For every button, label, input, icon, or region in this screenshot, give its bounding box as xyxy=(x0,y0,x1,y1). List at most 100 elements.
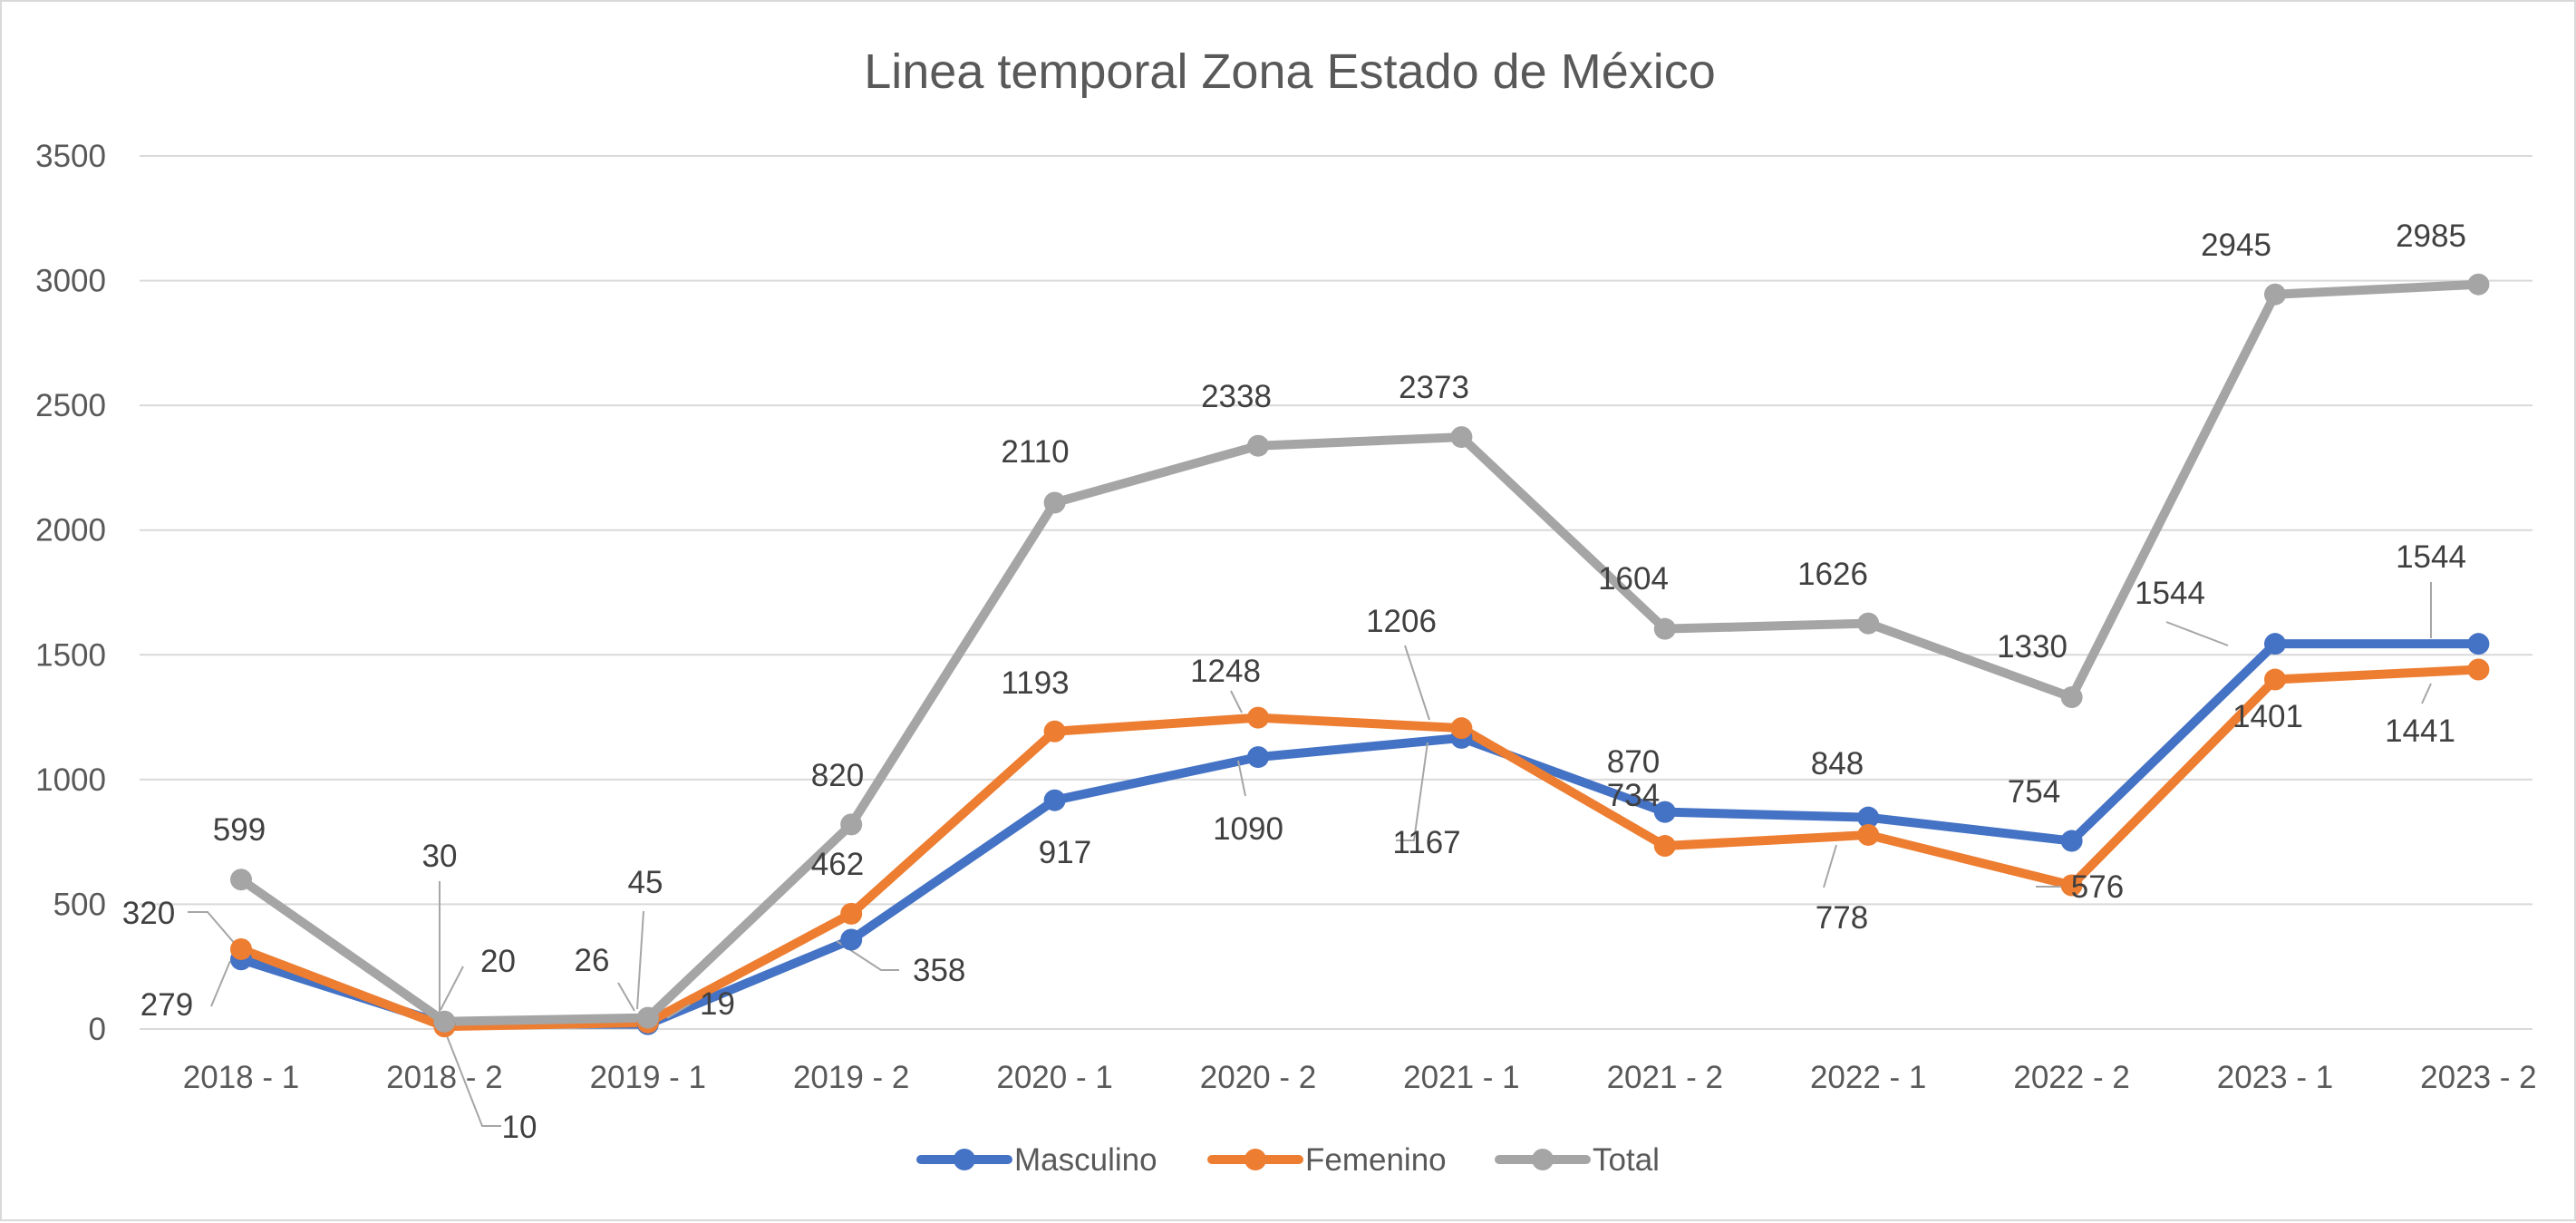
data-point-masculino xyxy=(1247,746,1269,769)
data-point-total xyxy=(1857,612,1880,635)
legend-item-masculino: Masculino xyxy=(916,1142,1157,1178)
x-tick-label: 2018 - 2 xyxy=(386,1060,502,1095)
x-tick-label: 2022 - 1 xyxy=(1810,1060,1926,1095)
label-leader-line xyxy=(617,982,635,1012)
data-label-masculino: 19 xyxy=(700,986,735,1022)
x-tick-label: 2023 - 1 xyxy=(2217,1060,2333,1095)
series-line-femenino xyxy=(237,665,2484,1032)
data-label-masculino: 279 xyxy=(140,987,193,1023)
legend-item-total: Total xyxy=(1495,1142,1660,1178)
legend-label: Total xyxy=(1593,1142,1660,1178)
data-label-total: 2985 xyxy=(2396,218,2466,254)
data-label-femenino: 320 xyxy=(122,896,175,931)
data-point-total xyxy=(2467,273,2490,296)
data-label-masculino: 917 xyxy=(1039,835,1091,870)
label-leader-line xyxy=(210,960,231,1007)
data-label-femenino: 1193 xyxy=(1001,665,1069,701)
data-point-masculino xyxy=(2264,633,2286,655)
x-tick-label: 2021 - 1 xyxy=(1403,1060,1519,1095)
data-label-femenino: 1441 xyxy=(2385,713,2455,749)
y-tick-label: 0 xyxy=(89,1012,106,1047)
data-label-femenino: 462 xyxy=(811,847,864,882)
x-tick-label: 2018 - 1 xyxy=(183,1060,299,1095)
y-tick-label: 1500 xyxy=(35,637,106,673)
data-point-total xyxy=(230,869,252,891)
label-leader-line xyxy=(2421,683,2432,704)
data-point-masculino xyxy=(2467,633,2490,655)
data-point-masculino xyxy=(1043,789,1066,811)
legend-label: Femenino xyxy=(1305,1142,1447,1178)
legend-marker xyxy=(954,1149,975,1170)
data-label-masculino: 1544 xyxy=(2135,576,2205,611)
label-leader-line xyxy=(2165,621,2229,646)
label-leader-line xyxy=(440,966,464,1011)
legend-marker xyxy=(1532,1149,1554,1170)
data-label-femenino: 1401 xyxy=(2232,699,2303,734)
data-point-masculino xyxy=(1653,801,1676,823)
y-axis-tick-labels: 0 500 1000 1500 2000 2500 3000 3500 xyxy=(35,139,106,1047)
data-point-femenino xyxy=(840,902,863,925)
data-label-total: 2110 xyxy=(1001,434,1069,470)
data-label-total: 1330 xyxy=(1997,629,2068,665)
data-label-total: 2945 xyxy=(2201,228,2271,263)
label-leader-lines xyxy=(188,582,2432,1127)
data-label-femenino: 1248 xyxy=(1190,654,1261,689)
data-label-masculino: 358 xyxy=(913,953,965,988)
data-point-total xyxy=(1653,617,1676,640)
chart-title: Linea temporal Zona Estado de México xyxy=(864,44,1716,99)
y-tick-label: 500 xyxy=(53,887,106,922)
data-point-femenino xyxy=(1653,835,1676,858)
data-point-femenino xyxy=(1857,823,1880,846)
x-tick-label: 2020 - 1 xyxy=(996,1060,1112,1095)
data-label-masculino: 1090 xyxy=(1213,811,1283,847)
data-label-masculino: 1544 xyxy=(2396,539,2466,575)
data-point-femenino xyxy=(230,937,252,960)
data-label-femenino: 26 xyxy=(575,943,610,978)
x-tick-label: 2020 - 2 xyxy=(1200,1060,1316,1095)
x-tick-label: 2023 - 2 xyxy=(2420,1060,2536,1095)
series-lines xyxy=(237,279,2484,1032)
data-point-total xyxy=(1450,426,1473,449)
y-tick-label: 1000 xyxy=(35,762,106,798)
data-point-total xyxy=(2060,686,2083,709)
data-point-total xyxy=(1247,434,1269,457)
data-point-masculino xyxy=(840,928,863,951)
x-tick-label: 2019 - 2 xyxy=(793,1060,909,1095)
data-label-femenino: 1206 xyxy=(1366,604,1437,639)
x-tick-label: 2021 - 2 xyxy=(1607,1060,1723,1095)
label-leader-line xyxy=(1823,844,1837,888)
data-labels: 279 20 19 358 917 1090 1167 870 848 754 1544 1544 32… xyxy=(122,218,2466,1145)
data-label-femenino: 10 xyxy=(502,1110,537,1145)
legend: Masculino Femenino Total xyxy=(916,1142,1660,1178)
legend-item-femenino: Femenino xyxy=(1207,1142,1447,1178)
data-point-femenino xyxy=(1450,717,1473,740)
label-leader-line xyxy=(1230,690,1243,713)
data-label-masculino: 1167 xyxy=(1392,825,1460,860)
data-label-femenino: 778 xyxy=(1816,900,1868,936)
series-line-total xyxy=(237,279,2484,1026)
data-label-total: 820 xyxy=(811,758,864,793)
data-label-total: 2338 xyxy=(1201,379,1272,414)
data-label-total: 1626 xyxy=(1797,557,1868,592)
data-label-masculino: 20 xyxy=(480,944,516,979)
data-point-total xyxy=(840,813,863,836)
label-leader-line xyxy=(188,911,237,946)
data-point-total xyxy=(1043,491,1066,514)
data-point-total xyxy=(433,1010,456,1033)
label-leader-line xyxy=(1404,645,1430,721)
data-point-total xyxy=(636,1006,659,1029)
data-point-masculino xyxy=(2060,830,2083,852)
x-tick-label: 2019 - 1 xyxy=(590,1060,706,1095)
label-leader-line xyxy=(636,910,644,1010)
y-tick-label: 2000 xyxy=(35,513,106,548)
data-label-masculino: 870 xyxy=(1607,744,1660,780)
data-label-total: 1604 xyxy=(1598,561,1669,597)
series-points xyxy=(230,273,2490,1038)
data-point-total xyxy=(2264,283,2286,306)
data-label-femenino: 734 xyxy=(1607,778,1660,813)
data-label-total: 599 xyxy=(213,812,266,848)
data-point-femenino xyxy=(1247,706,1269,729)
data-label-masculino: 754 xyxy=(2008,774,2060,810)
